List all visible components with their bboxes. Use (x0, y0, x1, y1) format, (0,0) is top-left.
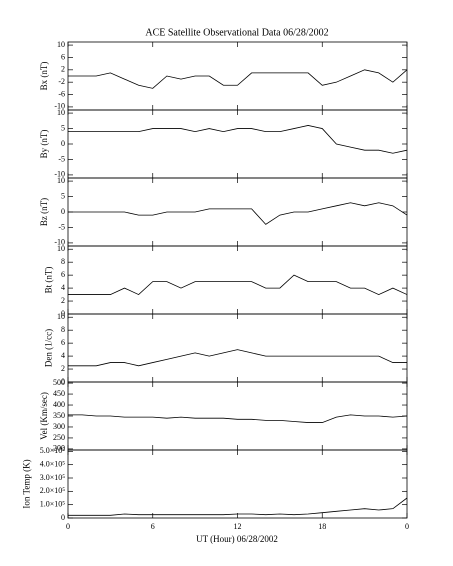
y-tick-label: 5 (61, 123, 65, 132)
chart-title: ACE Satellite Observational Data 06/28/2… (145, 27, 328, 38)
y-tick-label: 250 (53, 433, 65, 442)
y-tick-label: 1.0×10⁵ (40, 499, 66, 508)
y-tick-label: 10 (57, 176, 65, 185)
y-tick-label: 6 (61, 52, 65, 61)
y-axis-label: Vel (Km/sec) (39, 392, 49, 440)
y-axis-label: Bz (nT) (39, 198, 49, 226)
y-tick-label: 200 (53, 444, 65, 453)
y-tick-label: 10 (57, 244, 65, 253)
y-axis-label: Den (1/cc) (43, 329, 53, 367)
data-line (68, 497, 408, 516)
data-line (68, 202, 408, 225)
y-tick-label: 0 (61, 513, 65, 522)
y-tick-label: -10 (54, 238, 65, 247)
y-tick-label: 0 (61, 207, 65, 216)
y-tick-label: 5.0×10⁵ (40, 446, 66, 455)
y-tick-label: 5 (61, 191, 65, 200)
x-axis-label: UT (Hour) 06/28/2002 (196, 534, 278, 544)
y-tick-label: -10 (54, 170, 65, 179)
y-tick-label: 4 (61, 283, 65, 292)
x-tick-label: 6 (151, 522, 155, 531)
y-axis-label: Bt (nT) (43, 267, 53, 294)
y-tick-label: 2.0×10⁵ (40, 486, 66, 495)
y-tick-label: 0 (61, 377, 65, 386)
data-line (68, 414, 408, 423)
x-tick-label: 18 (318, 522, 326, 531)
y-tick-label: 4 (61, 351, 65, 360)
data-line (68, 349, 407, 367)
y-tick-label: 6 (61, 338, 65, 347)
y-tick-label: 10 (57, 40, 65, 49)
y-tick-label: -2 (58, 77, 65, 86)
y-tick-label: -5 (58, 222, 65, 231)
y-tick-label: -6 (58, 89, 65, 98)
y-tick-label: -10 (54, 102, 65, 111)
x-tick-label: 0 (66, 522, 70, 531)
y-tick-label: 300 (53, 422, 65, 431)
y-tick-label: -5 (58, 154, 65, 163)
y-axis-label: Ion Temp (K) (21, 459, 31, 508)
y-tick-label: 0 (61, 309, 65, 318)
y-tick-label: 4.0×10⁵ (40, 459, 66, 468)
y-tick-label: 10 (57, 108, 65, 117)
data-line (68, 274, 408, 296)
y-tick-label: 450 (53, 389, 65, 398)
y-tick-label: 3.0×10⁵ (40, 473, 66, 482)
y-tick-label: 0 (61, 139, 65, 148)
y-tick-label: 500 (53, 378, 65, 387)
y-axis-label: By (nT) (39, 130, 49, 159)
y-tick-label: 2 (61, 296, 65, 305)
y-tick-label: 8 (61, 257, 65, 266)
y-tick-label: 350 (53, 411, 65, 420)
x-tick-label: 12 (234, 522, 242, 531)
y-tick-label: 8 (61, 325, 65, 334)
y-tick-label: 10 (57, 312, 65, 321)
y-axis-label: Bx (nT) (39, 62, 49, 91)
y-tick-label: 6 (61, 270, 65, 279)
data-line (68, 125, 408, 154)
y-tick-label: 2 (61, 364, 65, 373)
x-tick-label: 0 (405, 522, 409, 531)
y-tick-label: 2 (61, 65, 65, 74)
data-line (68, 69, 408, 89)
y-tick-label: 400 (53, 400, 65, 409)
